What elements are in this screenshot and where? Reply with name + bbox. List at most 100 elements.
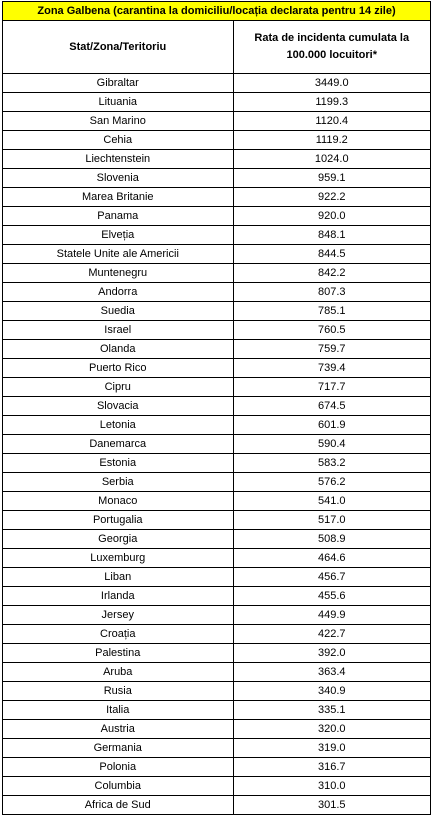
country-cell: Marea Britanie [3,187,234,207]
incidence-rate-cell: 576.2 [232,472,430,492]
table-row: Rusia 340.9 [3,681,430,701]
table-row: Austria 320.0 [3,719,430,739]
country-cell: Muntenegru [3,263,234,283]
incidence-rate-cell: 455.6 [232,586,430,606]
country-cell: Luxemburg [3,548,234,568]
incidence-rate-cell: 422.7 [232,624,430,644]
incidence-rate-cell: 517.0 [232,510,430,530]
table-row: Georgia 508.9 [3,529,430,549]
table-header-row: Stat/Zona/Teritoriu Rata de incidenta cu… [3,21,430,74]
incidence-rate-cell: 674.5 [232,396,430,416]
table-row: Serbia 576.2 [3,472,430,492]
table-body: Gibraltar 3449.0 Lituania 1199.3 San Marino 1… [3,73,430,814]
country-cell: Liban [3,567,234,587]
country-cell: Serbia [3,472,234,492]
incidence-rate-cell: 456.7 [232,567,430,587]
table-row: Africa de Sud 301.5 [3,795,430,814]
table-row: San Marino 1120.4 [3,111,430,131]
incidence-rate-cell: 739.4 [232,358,430,378]
incidence-rate-cell: 363.4 [232,662,430,682]
incidence-rate-cell: 848.1 [232,225,430,245]
incidence-rate-cell: 1024.0 [232,149,430,169]
table-row: Estonia 583.2 [3,453,430,473]
country-cell: Georgia [3,529,234,549]
table-row: Croația 422.7 [3,624,430,644]
country-cell: Puerto Rico [3,358,234,378]
table-row: Letonia 601.9 [3,415,430,435]
country-cell: Palestina [3,643,234,663]
country-cell: Jersey [3,605,234,625]
country-cell: Statele Unite ale Americii [3,244,234,264]
country-cell: Slovacia [3,396,234,416]
table-row: Columbia 310.0 [3,776,430,796]
incidence-rate-cell: 392.0 [232,643,430,663]
incidence-rate-cell: 760.5 [232,320,430,340]
incidence-rate-cell: 590.4 [232,434,430,454]
incidence-rate-cell: 320.0 [232,719,430,739]
country-cell: Croația [3,624,234,644]
table-row: Germania 319.0 [3,738,430,758]
incidence-table: Stat/Zona/Teritoriu Rata de incidenta cu… [3,21,430,814]
country-cell: Suedia [3,301,234,321]
incidence-rate-cell: 335.1 [232,700,430,720]
incidence-rate-cell: 920.0 [232,206,430,226]
incidence-rate-cell: 959.1 [232,168,430,188]
incidence-rate-cell: 842.2 [232,263,430,283]
table-row: Muntenegru 842.2 [3,263,430,283]
table-row: Andorra 807.3 [3,282,430,302]
incidence-rate-cell: 583.2 [232,453,430,473]
table-row: Cipru 717.7 [3,377,430,397]
incidence-rate-cell: 340.9 [232,681,430,701]
incidence-rate-cell: 316.7 [232,757,430,777]
table-row: Slovacia 674.5 [3,396,430,416]
incidence-rate-cell: 464.6 [232,548,430,568]
country-cell: Austria [3,719,234,739]
table-row: Irlanda 455.6 [3,586,430,606]
country-cell: Liechtenstein [3,149,234,169]
country-cell: San Marino [3,111,234,131]
table-row: Italia 335.1 [3,700,430,720]
column-header-incidence-rate: Rata de incidenta cumulata la 100.000 lo… [232,21,430,74]
column-header-state: Stat/Zona/Teritoriu [3,21,234,74]
incidence-rate-cell: 3449.0 [232,73,430,93]
table-row: Palestina 392.0 [3,643,430,663]
country-cell: Cipru [3,377,234,397]
incidence-rate-cell: 759.7 [232,339,430,359]
country-cell: Israel [3,320,234,340]
country-cell: Slovenia [3,168,234,188]
country-cell: Africa de Sud [3,795,234,814]
country-cell: Letonia [3,415,234,435]
table-row: Statele Unite ale Americii 844.5 [3,244,430,264]
country-cell: Aruba [3,662,234,682]
country-cell: Monaco [3,491,234,511]
country-cell: Germania [3,738,234,758]
table-row: Lituania 1199.3 [3,92,430,112]
incidence-rate-cell: 508.9 [232,529,430,549]
incidence-rate-cell: 717.7 [232,377,430,397]
country-cell: Columbia [3,776,234,796]
incidence-rate-cell: 922.2 [232,187,430,207]
country-cell: Portugalia [3,510,234,530]
incidence-rate-cell: 807.3 [232,282,430,302]
table-row: Monaco 541.0 [3,491,430,511]
table-row: Marea Britanie 922.2 [3,187,430,207]
table-row: Panama 920.0 [3,206,430,226]
country-cell: Cehia [3,130,234,150]
table-row: Israel 760.5 [3,320,430,340]
country-cell: Andorra [3,282,234,302]
table-row: Slovenia 959.1 [3,168,430,188]
country-cell: Danemarca [3,434,234,454]
incidence-rate-cell: 844.5 [232,244,430,264]
table-row: Gibraltar 3449.0 [3,73,430,93]
table-row: Liechtenstein 1024.0 [3,149,430,169]
table-row: Cehia 1119.2 [3,130,430,150]
incidence-rate-cell: 1199.3 [232,92,430,112]
table-row: Aruba 363.4 [3,662,430,682]
table-row: Puerto Rico 739.4 [3,358,430,378]
country-cell: Elveția [3,225,234,245]
table-row: Portugalia 517.0 [3,510,430,530]
table-row: Polonia 316.7 [3,757,430,777]
incidence-rate-cell: 1120.4 [232,111,430,131]
country-cell: Olanda [3,339,234,359]
country-cell: Italia [3,700,234,720]
